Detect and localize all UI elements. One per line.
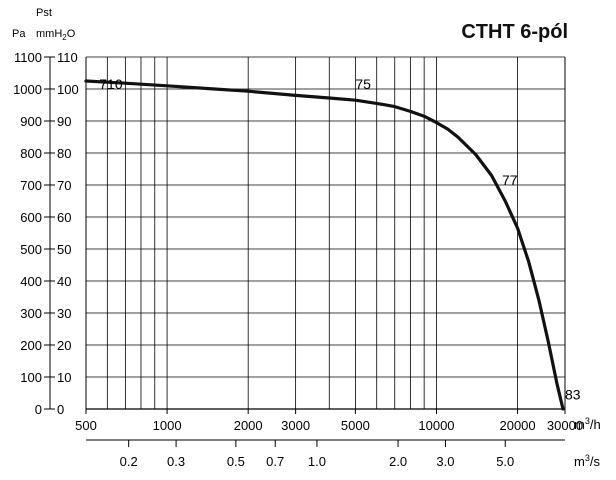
- curve-annotation: 75: [355, 76, 371, 92]
- y-tick-label-pa: 200: [20, 338, 42, 353]
- y-tick-label-mmh2o: 10: [57, 370, 71, 385]
- y-tick-label-mmh2o: 110: [57, 50, 78, 65]
- y-tick-label-mmh2o: 60: [57, 210, 71, 225]
- y-tick-label-pa: 1100: [14, 50, 42, 65]
- x-tick-label-m3h: 20000: [499, 418, 535, 433]
- x-axis-unit-m3h: m3/h: [574, 416, 601, 432]
- y-tick-label-mmh2o: 30: [57, 306, 71, 321]
- x-tick-label-m3h: 5000: [341, 418, 370, 433]
- x-tick-label-m3h: 10000: [418, 418, 454, 433]
- y-tick-label-mmh2o: 100: [57, 82, 79, 97]
- x-tick-label-m3h: 500: [75, 418, 97, 433]
- y-axis-unit-pa: Pa: [12, 28, 26, 40]
- annotation-layer: 710 75 77 83: [99, 76, 581, 402]
- x-tick-label-m3s: 0.2: [120, 454, 138, 469]
- y-tick-label-mmh2o: 80: [57, 146, 71, 161]
- x-tick-label-m3s: 3.0: [436, 454, 454, 469]
- y-tick-label-pa: 400: [20, 274, 42, 289]
- y-tick-label-mmh2o: 90: [57, 114, 71, 129]
- axes: 0 100 200 300 400 500 600 700 800 900 1000 1100 0 10 2…: [13, 50, 583, 469]
- chart-title: CTHT 6-pól: [461, 21, 568, 43]
- y-tick-label-pa: 600: [20, 210, 42, 225]
- y-tick-label-pa: 300: [20, 306, 42, 321]
- y-tick-label-mmh2o: 50: [57, 242, 71, 257]
- y-tick-label-pa: 500: [20, 242, 42, 257]
- x-tick-label-m3s: 0.7: [266, 454, 284, 469]
- curve-annotation: 83: [565, 386, 581, 402]
- x-tick-label-m3s: 1.0: [308, 454, 326, 469]
- x-tick-label-m3h: 1000: [153, 418, 182, 433]
- x-tick-label-m3h: 3000: [281, 418, 310, 433]
- y-tick-label-pa: 900: [20, 114, 42, 129]
- y-tick-label-pa: 1000: [13, 82, 42, 97]
- x-tick-label-m3h: 2000: [234, 418, 263, 433]
- y-axis-label-pst: Pst: [36, 7, 52, 19]
- series-layer: [84, 79, 565, 411]
- x-tick-label-m3s: 2.0: [389, 454, 407, 469]
- y-tick-label-mmh2o: 40: [57, 274, 71, 289]
- x-tick-label-m3s: 0.5: [227, 454, 245, 469]
- y-tick-label-mmh2o: 0: [57, 402, 64, 417]
- performance-curve: [84, 79, 565, 411]
- y-axis-unit-mmh2o: mmH2O: [36, 28, 76, 42]
- y-tick-label-pa: 800: [20, 146, 42, 161]
- curve-annotation: 710: [99, 76, 123, 92]
- x-axis-unit-m3s: m3/s: [574, 453, 600, 469]
- x-tick-label-m3s: 0.3: [167, 454, 185, 469]
- grid: [85, 56, 566, 410]
- curve-annotation: 77: [502, 172, 518, 188]
- y-tick-label-mmh2o: 70: [57, 178, 71, 193]
- y-tick-label-mmh2o: 20: [57, 338, 71, 353]
- x-tick-label-m3s: 5.0: [496, 454, 514, 469]
- x-tick-label-m3h: 30000: [547, 418, 583, 433]
- y-tick-label-pa: 0: [35, 402, 42, 417]
- y-tick-label-pa: 100: [20, 370, 42, 385]
- y-tick-label-pa: 700: [20, 178, 42, 193]
